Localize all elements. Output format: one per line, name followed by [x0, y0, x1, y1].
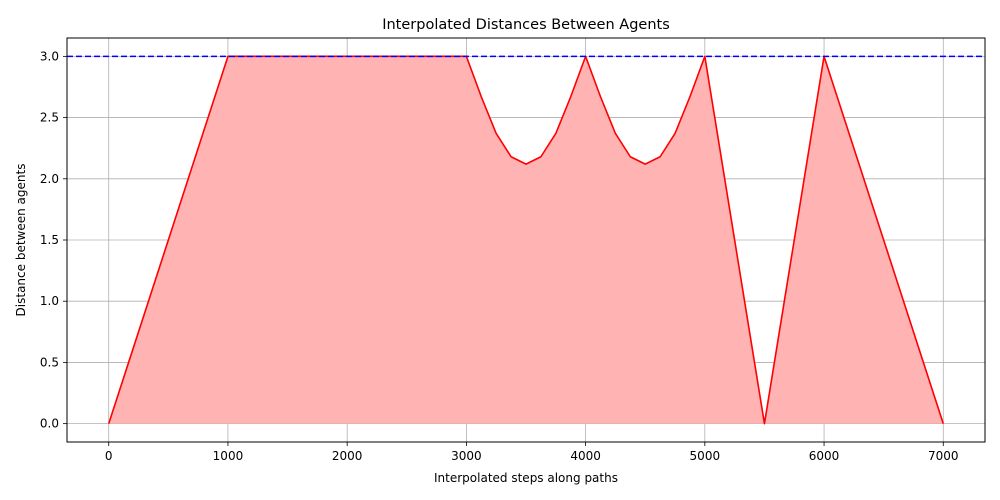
x-tick-label: 5000 — [690, 449, 721, 463]
x-tick-label: 1000 — [213, 449, 244, 463]
chart-title: Interpolated Distances Between Agents — [382, 17, 670, 33]
x-tick-label: 2000 — [332, 449, 363, 463]
y-axis-ticks: 0.0 0.5 1.0 1.5 2.0 2.5 3.0 — [40, 49, 67, 431]
area-fill — [108, 56, 944, 424]
y-tick-label: 2.5 — [40, 111, 59, 125]
y-tick-label: 2.0 — [40, 172, 59, 186]
y-tick-label: 0.5 — [40, 355, 59, 369]
x-axis-title: Interpolated steps along paths — [434, 471, 618, 485]
series-line — [107, 55, 945, 425]
y-tick-label: 0.0 — [40, 417, 59, 431]
area-fill-group — [108, 56, 944, 424]
y-axis-title: Distance between agents — [14, 164, 28, 317]
y-tick-label: 1.5 — [40, 233, 59, 247]
series-line-group — [107, 55, 945, 425]
x-tick-label: 3000 — [451, 449, 482, 463]
y-tick-label: 1.0 — [40, 294, 59, 308]
x-tick-label: 7000 — [928, 449, 959, 463]
x-tick-label: 0 — [105, 449, 113, 463]
x-tick-label: 6000 — [809, 449, 840, 463]
y-tick-label: 3.0 — [40, 49, 59, 63]
x-tick-label: 4000 — [570, 449, 601, 463]
x-axis-ticks: 0 1000 2000 3000 4000 5000 6000 7000 — [105, 442, 959, 463]
